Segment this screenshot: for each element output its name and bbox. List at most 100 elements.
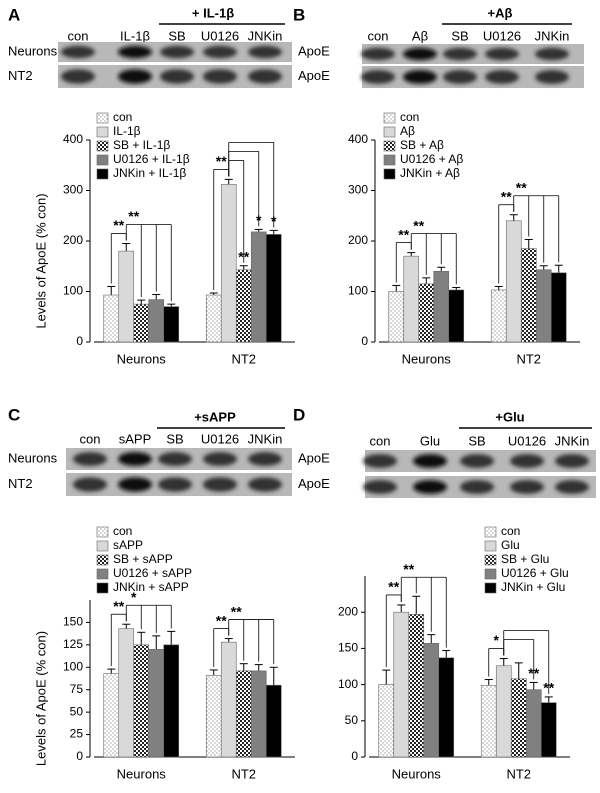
row-label: Neurons <box>8 43 58 58</box>
legend-swatch <box>484 540 497 552</box>
blot-band <box>158 452 192 466</box>
bar <box>148 649 165 758</box>
row-label: Neurons <box>8 450 58 465</box>
y-tick-label: 400 <box>348 132 368 146</box>
bar <box>490 289 507 343</box>
legend-swatch <box>96 526 109 538</box>
protein-label: ApoE <box>298 476 330 491</box>
blot-band <box>118 45 152 59</box>
legend-label: U0126 + Aβ <box>400 152 463 166</box>
legend-label: IL-1β <box>113 124 141 138</box>
x-tick-label: NT2 <box>506 766 531 781</box>
protein-label: ApoE <box>298 43 330 58</box>
y-tick-label: 100 <box>63 284 83 298</box>
y-tick-label: 200 <box>63 233 83 247</box>
blot-band <box>203 45 237 59</box>
legend-swatch <box>96 168 109 180</box>
lane-label: IL-1β <box>120 28 150 43</box>
bar <box>205 294 222 343</box>
lane-label: U0126 <box>483 28 521 43</box>
panel-letter: D <box>293 405 305 424</box>
lane-label: JNKin <box>535 28 570 43</box>
blot-band <box>535 70 569 84</box>
bar <box>495 665 512 758</box>
bar <box>235 269 252 343</box>
bar <box>388 291 405 343</box>
row-label: NT2 <box>8 68 33 83</box>
significance: * <box>494 632 500 648</box>
blot-band <box>413 480 447 494</box>
blot-band <box>361 70 395 84</box>
blot-band <box>363 480 397 494</box>
blot-band <box>118 452 152 466</box>
legend-label: U0126 + Glu <box>501 566 569 580</box>
significance: ** <box>543 680 554 696</box>
y-tick-label: 150 <box>63 615 83 629</box>
blot-band <box>555 480 589 494</box>
blot-band <box>248 477 282 492</box>
legend-label: con <box>400 110 419 124</box>
bar <box>235 670 252 758</box>
blot-band <box>203 452 237 466</box>
x-tick-label: NT2 <box>516 351 541 366</box>
legend-swatch <box>484 554 497 566</box>
x-tick-label: Neurons <box>117 766 167 781</box>
bar <box>393 611 410 758</box>
lane-label: U0126 <box>201 431 239 446</box>
legend-label: JNKin + sAPP <box>113 580 189 594</box>
legend-swatch <box>484 582 497 594</box>
legend-label: SB + Glu <box>501 552 549 566</box>
bar <box>525 689 542 758</box>
bar <box>433 270 450 343</box>
significance: ** <box>388 579 399 595</box>
legend-swatch <box>383 168 396 180</box>
significance: * <box>131 589 137 605</box>
bar <box>103 294 120 343</box>
lane-label: U0126 <box>508 433 546 448</box>
significance: ** <box>216 153 227 169</box>
significance: * <box>256 212 262 228</box>
legend-label: JNKin + Glu <box>501 580 565 594</box>
y-tick-label: 125 <box>63 637 83 651</box>
treatment-label: +Glu <box>495 409 524 424</box>
bar <box>250 670 267 758</box>
bar <box>423 643 440 758</box>
legend-label: Glu <box>501 538 520 552</box>
bar <box>378 684 395 758</box>
lane-label: con <box>368 28 389 43</box>
lane-label: JNKin <box>555 433 590 448</box>
lane-label: JNKin <box>248 28 283 43</box>
treatment-label: +sAPP <box>194 409 236 424</box>
significance: ** <box>231 603 242 619</box>
x-tick-label: Neurons <box>392 766 442 781</box>
blot-band <box>403 47 437 61</box>
significance: ** <box>516 179 527 195</box>
lane-label: con <box>68 28 89 43</box>
legend-swatch <box>484 568 497 580</box>
blot-band <box>443 47 477 61</box>
legend-label: SB + Aβ <box>400 138 444 152</box>
treatment-label: + IL-1β <box>192 5 234 20</box>
bar <box>535 269 552 343</box>
blot-band <box>248 45 282 59</box>
y-tick-label: 50 <box>70 704 84 718</box>
protein-label: ApoE <box>298 450 330 465</box>
panel-letter: A <box>8 5 20 24</box>
blot-band <box>535 47 569 61</box>
lane-label: SB <box>468 433 485 448</box>
y-tick-label: 200 <box>338 604 358 618</box>
bar <box>133 644 150 758</box>
legend-label: con <box>113 110 132 124</box>
bar <box>220 641 237 758</box>
blot-band <box>118 69 152 84</box>
legend-label: con <box>501 524 520 538</box>
y-tick-label: 0 <box>76 749 83 763</box>
blot-band <box>203 69 237 84</box>
bar <box>148 299 165 343</box>
blot-band <box>248 69 282 84</box>
bar <box>520 248 537 343</box>
y-tick-label: 200 <box>348 233 368 247</box>
legend-label: JNKin + IL-1β <box>113 166 186 180</box>
bar <box>163 306 180 343</box>
